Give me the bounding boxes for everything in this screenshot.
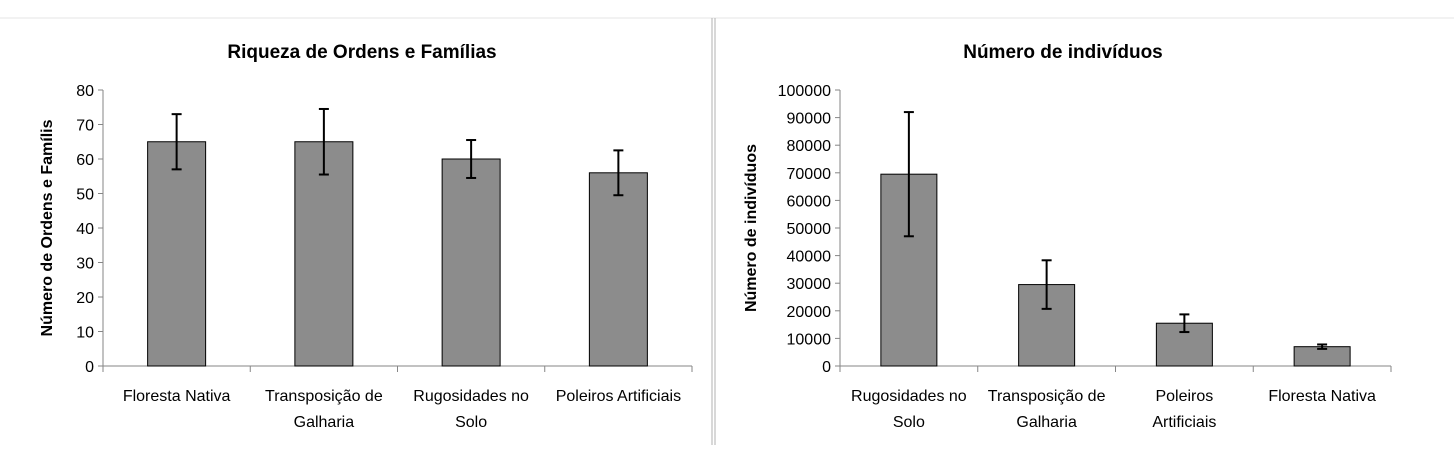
category-label: Transposição de bbox=[265, 388, 383, 405]
y-tick-label: 0 bbox=[85, 359, 94, 376]
y-tick-label: 10 bbox=[76, 325, 94, 342]
bar bbox=[294, 141, 354, 367]
y-tick-label: 70 bbox=[76, 118, 94, 135]
y-tick-label: 80000 bbox=[787, 138, 832, 155]
y-tick-label: 90000 bbox=[787, 111, 832, 128]
category-label: Solo bbox=[455, 414, 487, 431]
y-tick-label: 20000 bbox=[787, 304, 832, 321]
category-label: Galharia bbox=[294, 414, 355, 431]
y-tick-label: 60 bbox=[76, 152, 94, 169]
y-tick-label: 70000 bbox=[787, 166, 832, 183]
category-label: Floresta Nativa bbox=[1268, 388, 1376, 405]
chart-title: Número de indivíduos bbox=[963, 42, 1163, 63]
category-label: Galharia bbox=[1016, 414, 1077, 431]
y-tick-label: 50 bbox=[76, 187, 94, 204]
chart-riqueza: Riqueza de Ordens e Famílias Número de Or… bbox=[39, 42, 693, 431]
y-tick-label: 30 bbox=[76, 256, 94, 273]
bar bbox=[147, 141, 207, 367]
y-tick-label: 50000 bbox=[787, 221, 832, 238]
y-tick-label: 10000 bbox=[787, 331, 832, 348]
y-axis-label: Número de Ordens e Famílis bbox=[39, 119, 56, 336]
y-tick-label: 0 bbox=[822, 359, 831, 376]
y-tick-label: 20 bbox=[76, 290, 94, 307]
y-tick-label: 100000 bbox=[778, 83, 831, 100]
category-label: Artificiais bbox=[1152, 414, 1216, 431]
category-label: Poleiros bbox=[1155, 388, 1213, 405]
y-tick-label: 80 bbox=[76, 83, 94, 100]
y-tick-label: 40 bbox=[76, 221, 94, 238]
category-label: Solo bbox=[893, 414, 925, 431]
chart-title: Riqueza de Ordens e Famílias bbox=[227, 42, 496, 63]
category-label: Floresta Nativa bbox=[123, 388, 231, 405]
bar bbox=[441, 158, 501, 367]
bar bbox=[588, 172, 648, 367]
y-tick-label: 60000 bbox=[787, 193, 832, 210]
y-tick-label: 40000 bbox=[787, 249, 832, 266]
category-label: Transposição de bbox=[988, 388, 1106, 405]
chart-individuos: Número de indivíduos Número de indivíduos… bbox=[743, 42, 1392, 431]
category-label: Poleiros Artificiais bbox=[556, 388, 681, 405]
y-tick-label: 30000 bbox=[787, 276, 832, 293]
category-label: Rugosidades no bbox=[851, 388, 967, 405]
category-label: Rugosidades no bbox=[413, 388, 529, 405]
y-axis-label: Número de indivíduos bbox=[743, 144, 760, 312]
